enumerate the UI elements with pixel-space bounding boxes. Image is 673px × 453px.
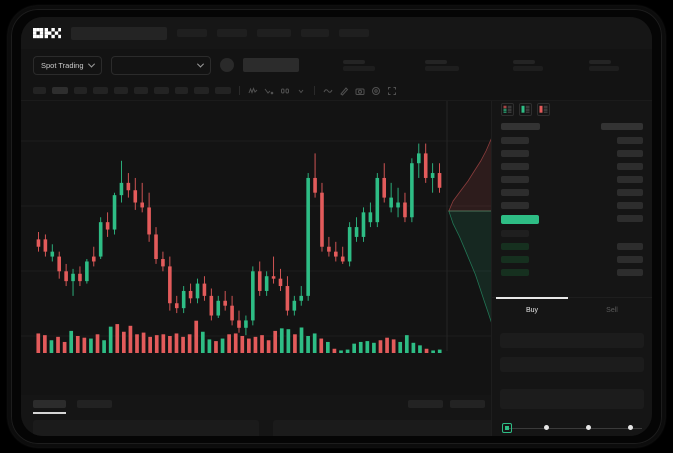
nav-item-3[interactable] (257, 29, 291, 37)
order-total-field[interactable] (500, 389, 644, 409)
timeframe-2[interactable] (52, 87, 68, 94)
nav-item-4[interactable] (301, 29, 329, 37)
orderbook-ask-row-2-amount (617, 150, 643, 157)
orderbook-panel: Buy Sell (491, 101, 652, 436)
stat-3 (512, 59, 543, 71)
drawing-tools-icon[interactable] (339, 86, 349, 96)
orderbook-ask-row-3-price[interactable] (501, 163, 529, 170)
fullscreen-icon[interactable] (387, 86, 397, 96)
order-form-tabs: Buy Sell (492, 297, 652, 323)
orderbook-last-price-amount (617, 215, 643, 222)
timeframe-10[interactable] (215, 87, 231, 94)
candlestick-series (36, 143, 442, 336)
stat-2 (424, 59, 459, 71)
device-frame: Spot Trading (8, 6, 665, 447)
tab-open-orders[interactable] (33, 400, 66, 408)
indicators-icon[interactable] (280, 86, 290, 96)
volume-series (36, 320, 442, 353)
orderbook-bid-row-4-price[interactable] (501, 269, 529, 276)
tab-sell[interactable]: Sell (572, 298, 652, 323)
market-type-dropdown[interactable]: Spot Trading (33, 55, 102, 75)
orderbook-bid-row-1-price[interactable] (501, 230, 529, 237)
timeframe-7[interactable] (154, 87, 169, 94)
bottom-card-right[interactable] (273, 420, 499, 436)
last-price-display (242, 58, 299, 72)
order-price-field[interactable] (500, 333, 644, 348)
tab-order-history[interactable] (77, 400, 112, 408)
chevron-down-icon[interactable] (296, 86, 306, 96)
timeframe-4[interactable] (93, 87, 108, 94)
orderbook-ask-row-6-amount (617, 202, 643, 209)
candlestick-chart-icon[interactable] (248, 86, 258, 96)
tab-buy[interactable]: Buy (492, 297, 572, 323)
settings-icon[interactable] (371, 86, 381, 96)
nav-item-1[interactable] (177, 29, 207, 37)
stat-1 (342, 59, 375, 71)
orderbook-ask-row-5-price[interactable] (501, 189, 529, 196)
orderbook-bid-row-4-amount (617, 269, 643, 276)
orderbook-bid-row-2-amount (617, 243, 643, 250)
tab-sell-label: Sell (606, 307, 618, 314)
timeframe-3[interactable] (74, 87, 87, 94)
orderbook-ask-row-6-price[interactable] (501, 202, 529, 209)
stepper-step-4[interactable] (628, 425, 633, 430)
orderbook-bid-row-3-price[interactable] (501, 256, 529, 263)
bottom-action-2[interactable] (450, 400, 485, 408)
timeframe-6[interactable] (134, 87, 148, 94)
chart-toolbar (21, 81, 652, 101)
timeframe-5[interactable] (114, 87, 128, 94)
stepper-step-2[interactable] (544, 425, 549, 430)
orderbook-mode-asks-icon[interactable] (537, 103, 550, 116)
active-tab-underline (33, 412, 66, 414)
orderbook-last-price (501, 215, 539, 224)
tab-buy-label: Buy (525, 307, 539, 314)
price-chart-pane[interactable] (21, 101, 491, 395)
order-amount-field[interactable] (500, 357, 644, 372)
orderbook-ask-row-1-amount (617, 137, 643, 144)
search-input[interactable] (71, 26, 167, 40)
orderbook-ask-row-1-price[interactable] (501, 137, 529, 144)
stat-4 (588, 59, 619, 71)
orderbook-mode-both-icon[interactable] (501, 103, 514, 116)
timeframe-9[interactable] (194, 87, 209, 94)
active-tab-underline (496, 297, 568, 299)
orderbook-ask-row-3-amount (617, 163, 643, 170)
pair-select-dropdown[interactable] (110, 55, 211, 75)
line-chart-icon[interactable] (264, 86, 274, 96)
orderbook-mode-bids-icon[interactable] (519, 103, 532, 116)
orderbook-mode-group (501, 103, 550, 116)
orderbook-header-price (501, 123, 540, 130)
orderbook-ask-row-4-price[interactable] (501, 176, 529, 183)
bottom-panel (21, 395, 499, 436)
toolbar-divider (239, 86, 240, 95)
top-navigation-bar (21, 17, 652, 49)
orderbook-ask-row-2-price[interactable] (501, 150, 529, 157)
pair-avatar (219, 58, 234, 72)
chevron-down-icon (196, 60, 204, 68)
orderbook-header-amount (601, 123, 643, 130)
pair-info-row: Spot Trading (21, 49, 652, 81)
market-type-label: Spot Trading (41, 60, 84, 70)
chevron-down-icon (87, 60, 95, 68)
timeframe-8[interactable] (175, 87, 188, 94)
orderbook-bid-row-2-price[interactable] (501, 243, 529, 250)
app-screen: Spot Trading (21, 17, 652, 436)
toolbar-divider (314, 86, 315, 95)
order-amount-stepper[interactable] (502, 423, 642, 433)
bottom-action-1[interactable] (408, 400, 443, 408)
orderbook-ask-row-4-amount (617, 176, 643, 183)
orderbook-ask-row-5-amount (617, 189, 643, 196)
stepper-track (506, 427, 642, 429)
stepper-step-3[interactable] (586, 425, 591, 430)
stepper-step-1[interactable] (502, 423, 512, 433)
nav-item-2[interactable] (217, 29, 247, 37)
nav-item-5[interactable] (339, 29, 369, 37)
bottom-card-left[interactable] (33, 420, 259, 436)
orderbook-bid-row-3-amount (617, 256, 643, 263)
timeframe-1[interactable] (33, 87, 46, 94)
okx-logo[interactable] (33, 27, 61, 39)
camera-icon[interactable] (355, 86, 365, 96)
wave-icon[interactable] (323, 86, 333, 96)
